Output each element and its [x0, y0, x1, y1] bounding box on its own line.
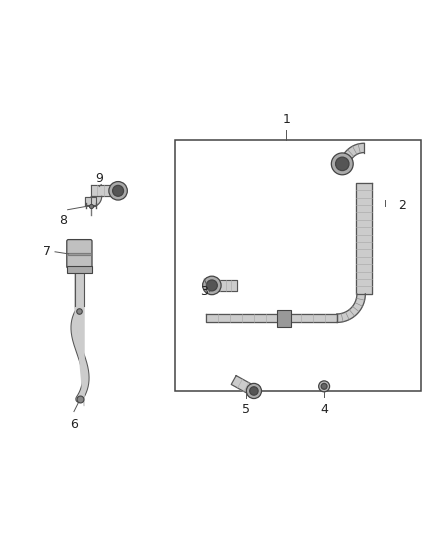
Polygon shape: [91, 185, 117, 196]
Text: 2: 2: [398, 199, 406, 212]
Polygon shape: [68, 253, 90, 255]
Circle shape: [331, 153, 353, 175]
Text: 5: 5: [242, 403, 251, 416]
Polygon shape: [85, 197, 96, 205]
Polygon shape: [206, 314, 337, 322]
Circle shape: [109, 182, 127, 200]
Text: 9: 9: [95, 172, 103, 184]
FancyBboxPatch shape: [67, 240, 92, 268]
Polygon shape: [214, 280, 237, 291]
Polygon shape: [231, 376, 255, 395]
Circle shape: [336, 157, 349, 171]
Text: 6: 6: [70, 418, 78, 431]
Circle shape: [113, 185, 124, 196]
Circle shape: [206, 280, 217, 291]
Circle shape: [250, 387, 258, 395]
Polygon shape: [337, 294, 365, 322]
Circle shape: [319, 381, 329, 392]
Polygon shape: [356, 183, 372, 294]
Polygon shape: [340, 143, 364, 166]
Text: 7: 7: [43, 245, 51, 259]
Text: 1: 1: [283, 112, 290, 126]
Polygon shape: [75, 273, 84, 406]
Circle shape: [246, 383, 261, 399]
Text: 4: 4: [320, 403, 328, 416]
Bar: [175, 140, 421, 391]
Polygon shape: [91, 196, 102, 207]
Circle shape: [321, 383, 327, 389]
Bar: [67, 265, 92, 273]
Text: 8: 8: [60, 214, 67, 227]
Circle shape: [203, 276, 221, 295]
Bar: [277, 310, 291, 327]
Text: 3: 3: [200, 286, 208, 298]
